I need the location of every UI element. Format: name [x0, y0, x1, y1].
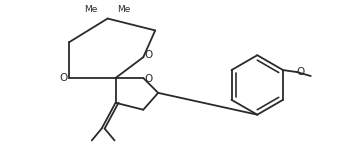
Text: O: O	[297, 67, 305, 77]
Text: O: O	[59, 73, 67, 83]
Text: O: O	[144, 74, 152, 84]
Text: Me: Me	[84, 5, 98, 14]
Text: O: O	[144, 50, 152, 60]
Text: Me: Me	[118, 5, 131, 14]
